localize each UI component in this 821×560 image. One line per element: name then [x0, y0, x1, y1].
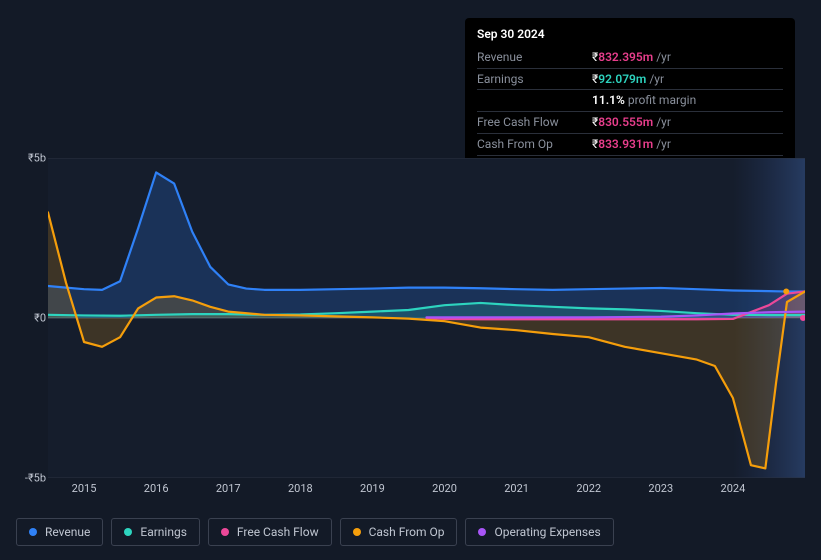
chart-legend: Revenue Earnings Free Cash Flow Cash From O…: [16, 518, 614, 546]
x-tick-label: 2024: [721, 482, 746, 495]
legend-item[interactable]: Free Cash Flow: [208, 518, 332, 546]
legend-dot-icon: [221, 528, 229, 536]
tooltip-value: ₹832.395m/yr: [592, 49, 671, 66]
x-tick-label: 2015: [72, 482, 97, 495]
tooltip-value: 11.1%profit margin: [592, 92, 696, 109]
legend-dot-icon: [124, 528, 132, 536]
legend-item[interactable]: Revenue: [16, 518, 103, 546]
legend-item[interactable]: Earnings: [111, 518, 200, 546]
tooltip-date: Sep 30 2024: [477, 26, 783, 47]
legend-item[interactable]: Cash From Op: [340, 518, 458, 546]
legend-dot-icon: [29, 528, 37, 536]
y-tick-label: -₹5b: [25, 472, 46, 485]
financials-chart: ₹5b₹0-₹5b 2015 2016 2017 2018 2019 2020 2021 20…: [16, 158, 805, 498]
legend-item[interactable]: Operating Expenses: [465, 518, 613, 546]
tooltip-label: Free Cash Flow: [477, 114, 592, 131]
tooltip-label: Earnings: [477, 71, 592, 88]
legend-dot-icon: [478, 528, 486, 536]
y-axis-labels: ₹5b₹0-₹5b: [16, 158, 48, 478]
tooltip-value: ₹830.555m/yr: [592, 114, 671, 131]
legend-label: Earnings: [140, 525, 187, 539]
tooltip-row: Revenue₹832.395m/yr: [477, 47, 783, 68]
legend-label: Free Cash Flow: [237, 525, 319, 539]
tooltip-label: Cash From Op: [477, 136, 592, 153]
y-tick-label: ₹0: [34, 312, 46, 325]
x-tick-label: 2021: [504, 482, 529, 495]
tooltip-row: Cash From Op₹833.931m/yr: [477, 133, 783, 155]
x-tick-label: 2023: [648, 482, 673, 495]
x-tick-label: 2019: [360, 482, 385, 495]
y-tick-label: ₹5b: [28, 152, 46, 165]
x-tick-label: 2017: [216, 482, 241, 495]
legend-label: Cash From Op: [369, 525, 445, 539]
legend-dot-icon: [353, 528, 361, 536]
x-tick-label: 2022: [576, 482, 601, 495]
tooltip-label: [477, 92, 592, 109]
legend-label: Operating Expenses: [494, 525, 600, 539]
tooltip-label: Revenue: [477, 49, 592, 66]
tooltip-value: ₹92.079m/yr: [592, 71, 664, 88]
tooltip-row: Earnings₹92.079m/yr: [477, 68, 783, 90]
chart-plot-area[interactable]: [48, 158, 805, 478]
legend-label: Revenue: [45, 525, 90, 539]
x-tick-label: 2020: [432, 482, 457, 495]
x-tick-label: 2018: [288, 482, 313, 495]
tooltip-value: ₹833.931m/yr: [592, 136, 671, 153]
tooltip-row: Free Cash Flow₹830.555m/yr: [477, 111, 783, 133]
x-tick-label: 2016: [144, 482, 169, 495]
tooltip-row: 11.1%profit margin: [477, 89, 783, 111]
